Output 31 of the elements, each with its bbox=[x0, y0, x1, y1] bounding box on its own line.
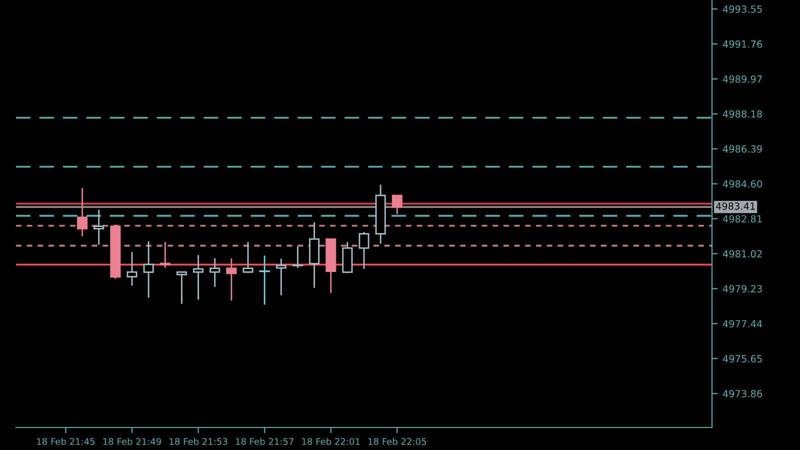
y-tick-label: 4991.76 bbox=[722, 40, 762, 48]
candlestick bbox=[77, 187, 88, 237]
candlestick bbox=[309, 222, 320, 289]
candlestick bbox=[193, 254, 204, 300]
y-tick-label: 4986.39 bbox=[722, 145, 762, 153]
x-tick-label: 18 Feb 21:53 bbox=[170, 438, 228, 445]
y-tick-label: 4984.60 bbox=[722, 180, 762, 188]
y-tick-label: 4979.23 bbox=[722, 285, 762, 292]
candlestick bbox=[392, 194, 402, 215]
x-tick-label: 18 Feb 21:57 bbox=[236, 438, 294, 445]
y-tick-label: 4993.55 bbox=[722, 5, 762, 13]
y-tick-label: 4973.86 bbox=[722, 390, 762, 398]
candlestick bbox=[226, 258, 237, 302]
x-tick-label: 18 Feb 21:45 bbox=[37, 438, 95, 445]
candlestick bbox=[143, 240, 154, 298]
y-tick-label: 4975.65 bbox=[722, 355, 762, 362]
y-tick-label: 4988.18 bbox=[722, 110, 762, 118]
candlestick bbox=[176, 271, 187, 305]
y-tick-label: 4981.02 bbox=[722, 250, 762, 258]
y-tick-label: 4982.81 bbox=[722, 215, 762, 223]
candlestick bbox=[326, 238, 336, 294]
x-tick-label: 18 Feb 22:01 bbox=[302, 438, 360, 445]
ref-line-label: 4983.41 bbox=[716, 202, 755, 210]
candlestick bbox=[375, 184, 386, 244]
candlestick bbox=[210, 258, 220, 288]
x-tick-label: 18 Feb 22:05 bbox=[368, 438, 426, 445]
candlestick bbox=[94, 209, 104, 246]
y-tick-label: 4989.97 bbox=[722, 75, 762, 83]
y-tick-label: 4977.44 bbox=[722, 320, 762, 328]
x-tick-label: 18 Feb 21:49 bbox=[103, 438, 161, 445]
candlestick bbox=[259, 254, 270, 306]
